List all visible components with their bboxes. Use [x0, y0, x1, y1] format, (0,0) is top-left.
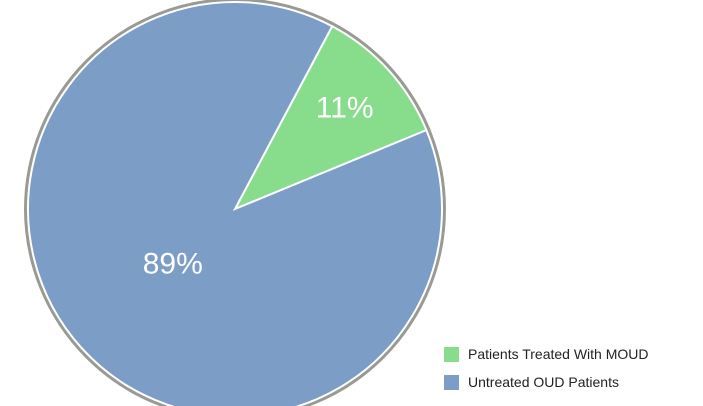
pie-slice-0 [232, 24, 428, 211]
legend-label-treated: Patients Treated With MOUD [468, 346, 649, 362]
pie-slice-label-1: 89% [143, 247, 203, 280]
legend-item-untreated: Untreated OUD Patients [444, 371, 649, 393]
pie-border [24, 0, 446, 406]
pie-labels: 11% 89% [143, 92, 374, 281]
pie-slices [27, 1, 443, 406]
legend-swatch-treated [444, 346, 459, 362]
chart-legend: Patients Treated With MOUD Untreated OUD… [444, 343, 649, 399]
legend-item-treated: Patients Treated With MOUD [444, 343, 649, 365]
legend-swatch-untreated [444, 374, 459, 390]
pie-slice-label-0: 11% [316, 92, 374, 125]
legend-label-untreated: Untreated OUD Patients [468, 374, 619, 390]
pie-slice-1 [27, 1, 443, 406]
